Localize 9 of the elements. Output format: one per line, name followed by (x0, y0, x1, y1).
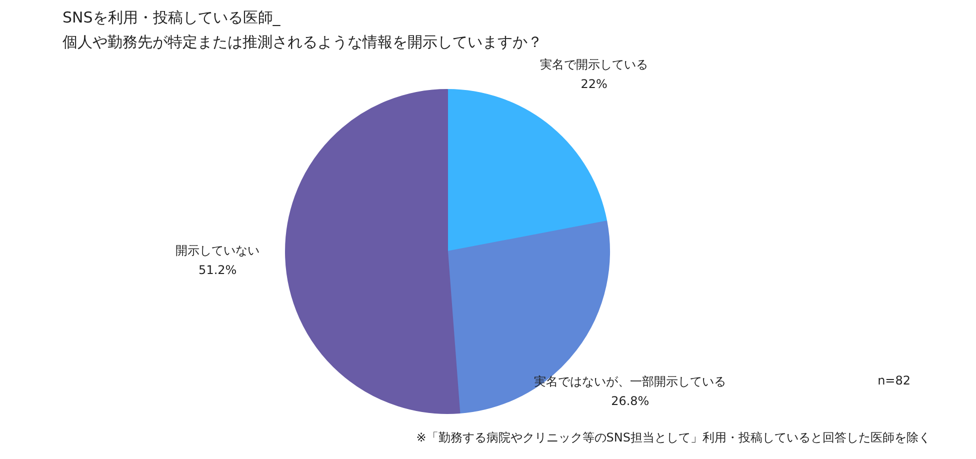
slice-label: 実名ではないが、一部開示している (534, 374, 726, 389)
data-label: 51.2% (198, 262, 237, 277)
data-label: 22% (580, 77, 608, 92)
text: ※「勤務する病院やクリニック等のSNS担当として」利用・投稿していると回答した医師を除く (416, 430, 930, 444)
slice-label: 実名で開示している (540, 57, 648, 72)
data-label: 26.8% (611, 394, 650, 408)
slice-label: 開示していない (176, 243, 260, 258)
text: n=82 (878, 374, 911, 388)
chart-title: SNSを利用・投稿している医師_ 個人や勤務先が特定または推測されるような情報を開示していますか？ (62, 8, 542, 51)
